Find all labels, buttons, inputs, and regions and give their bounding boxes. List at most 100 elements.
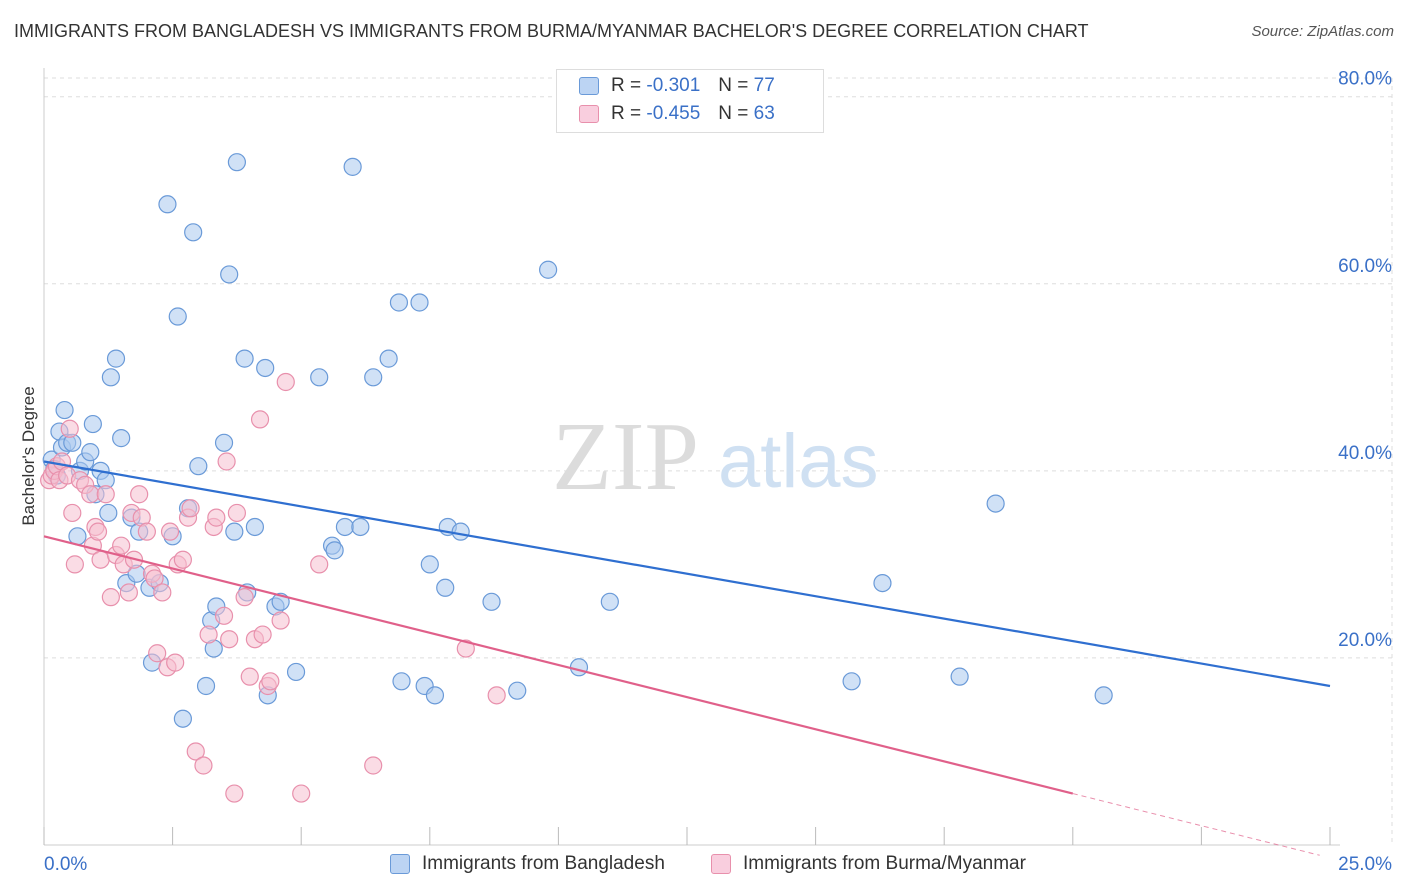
bangladesh-point	[158, 195, 177, 214]
burma-point	[456, 639, 475, 658]
source-label: Source: ZipAtlas.com	[1251, 23, 1394, 40]
bangladesh-point	[245, 517, 265, 537]
bangladesh-point	[286, 662, 306, 682]
burma-point	[220, 630, 239, 649]
bangladesh-point	[106, 349, 126, 368]
legend-r-label: R =	[611, 75, 642, 96]
burma-point	[81, 485, 100, 504]
bangladesh-point	[335, 517, 355, 537]
watermark: ZIP atlas	[552, 403, 879, 511]
burma-point	[199, 625, 218, 644]
burma-point	[91, 550, 110, 569]
burma-point	[160, 522, 180, 541]
burma-point	[292, 784, 311, 803]
burma-point	[271, 611, 290, 630]
bangladesh-point	[451, 522, 470, 541]
bangladesh-point	[101, 368, 120, 387]
bangladesh-point	[225, 522, 244, 541]
bottom-legend-burma: Immigrants from Burma/Myanmar	[711, 851, 1026, 877]
burma-point	[88, 522, 108, 541]
bangladesh-point	[173, 709, 192, 728]
burma-point	[60, 419, 79, 438]
bangladesh-point	[986, 494, 1005, 513]
bangladesh-point	[83, 414, 102, 434]
burma-point	[225, 784, 244, 803]
bangladesh-point	[1094, 686, 1113, 705]
bangladesh-point	[55, 400, 74, 420]
bangladesh-point	[392, 672, 411, 691]
burma-point	[217, 452, 236, 471]
bangladesh-point	[436, 578, 455, 597]
burma-point	[112, 536, 131, 555]
burma-point	[186, 742, 205, 761]
legend-n-value: 77	[753, 75, 775, 96]
bangladesh-point	[256, 358, 275, 378]
burma-point	[227, 503, 246, 523]
burma-point	[194, 756, 213, 775]
legend-row-bangladesh: R = -0.301 N = 77	[579, 74, 775, 98]
watermark-atlas: atlas	[718, 419, 879, 504]
burma-point	[153, 583, 172, 602]
bangladesh-point	[189, 457, 208, 476]
x-tick-label: 25.0%	[1338, 854, 1392, 875]
bangladesh-point	[351, 517, 370, 537]
bangladesh-point	[410, 293, 429, 312]
bangladesh-trend-line	[43, 460, 1331, 688]
bangladesh-point	[235, 349, 254, 368]
data-points	[40, 153, 1113, 803]
bangladesh-point	[569, 658, 589, 677]
bangladesh-point	[168, 307, 187, 326]
bangladesh-point	[842, 672, 861, 691]
burma-point	[96, 485, 115, 504]
y-tick-label: 80.0%	[1338, 69, 1392, 90]
burma-point	[207, 508, 226, 527]
burma-point	[63, 503, 82, 523]
legend-n-label: N =	[718, 103, 749, 124]
tick-labels: 20.0% 40.0% 60.0% 80.0% 0.0% 25.0%	[44, 69, 1392, 875]
bottom-legend-label: Immigrants from Burma/Myanmar	[743, 853, 1026, 874]
bangladesh-point	[379, 349, 398, 368]
watermark-zip: ZIP	[552, 403, 699, 511]
burma-point	[101, 588, 120, 607]
bangladesh-point	[184, 223, 203, 242]
bangladesh-point	[389, 293, 409, 312]
bangladesh-point	[310, 368, 329, 387]
bangladesh-point	[214, 433, 234, 452]
bangladesh-point	[508, 681, 527, 700]
burma-point	[253, 625, 272, 644]
burma-point	[240, 667, 259, 686]
bottom-legend-label: Immigrants from Bangladesh	[422, 853, 665, 874]
bangladesh-point	[227, 153, 246, 172]
legend-swatch-blue	[579, 77, 599, 95]
bangladesh-point	[950, 667, 969, 686]
y-tick-label: 60.0%	[1338, 256, 1392, 277]
burma-point	[364, 756, 383, 775]
bangladesh-point	[343, 157, 362, 176]
bangladesh-point	[112, 429, 131, 448]
burma-point	[137, 522, 156, 541]
chart-title: IMMIGRANTS FROM BANGLADESH VS IMMIGRANTS…	[14, 21, 1089, 41]
bangladesh-point	[539, 260, 558, 279]
bangladesh-point	[99, 503, 118, 523]
y-tick-label: 40.0%	[1338, 443, 1392, 464]
bangladesh-point	[482, 592, 501, 611]
burma-point	[276, 372, 295, 392]
trend-lines	[43, 460, 1331, 856]
y-axis-label: Bachelor's Degree	[19, 386, 38, 525]
bottom-legend-swatch-blue	[390, 854, 410, 874]
burma-point	[145, 569, 164, 588]
bottom-legend-bangladesh: Immigrants from Bangladesh	[390, 851, 665, 877]
burma-point	[173, 550, 192, 569]
bangladesh-point	[873, 573, 892, 593]
burma-point	[166, 653, 185, 672]
burma-trend-line	[43, 535, 1074, 795]
bangladesh-point	[420, 555, 439, 574]
burma-point	[235, 588, 254, 607]
bangladesh-point	[325, 541, 344, 560]
legend-n-label: N =	[718, 75, 749, 96]
legend: R = -0.301 N = 77 R = -0.455 N = 63	[556, 69, 824, 133]
legend-n-value: 63	[753, 103, 775, 124]
legend-swatch-pink	[579, 105, 599, 123]
burma-point	[181, 499, 200, 518]
